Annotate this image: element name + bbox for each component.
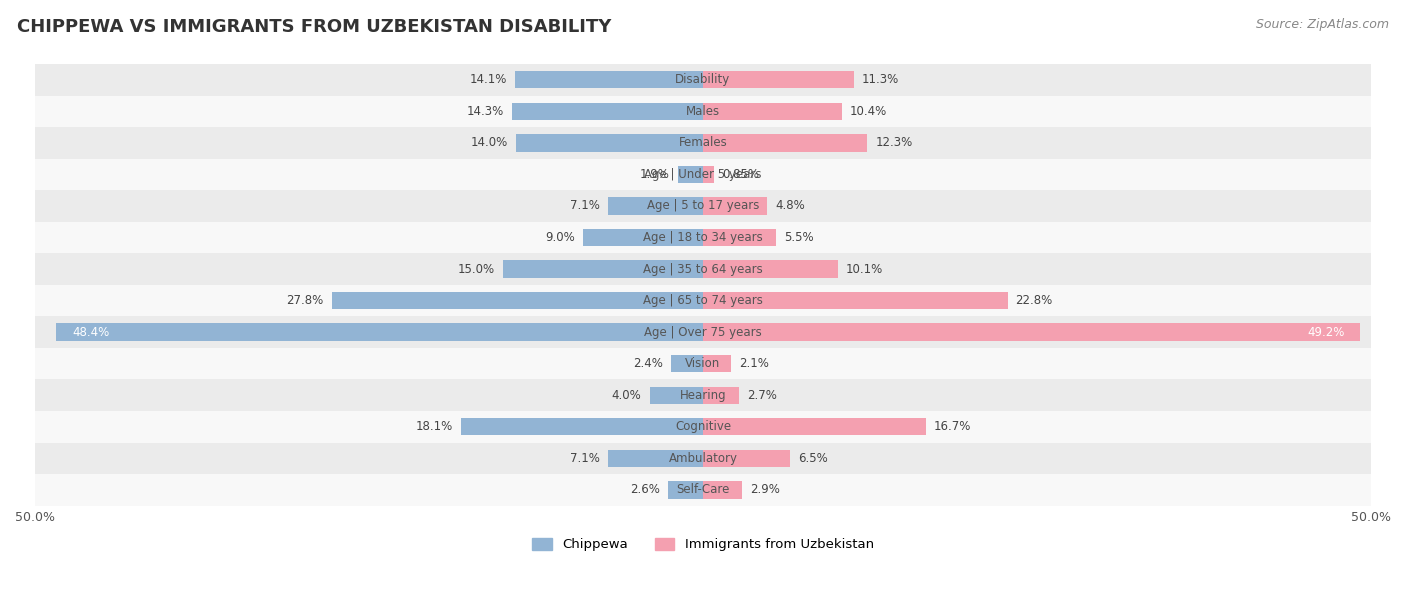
Legend: Chippewa, Immigrants from Uzbekistan: Chippewa, Immigrants from Uzbekistan <box>527 532 879 556</box>
Text: 0.85%: 0.85% <box>723 168 759 181</box>
Bar <box>671 355 703 372</box>
Text: 6.5%: 6.5% <box>797 452 828 465</box>
Text: 10.1%: 10.1% <box>846 263 883 275</box>
Bar <box>35 285 1371 316</box>
Bar <box>609 197 703 215</box>
Text: 5.5%: 5.5% <box>785 231 814 244</box>
Bar <box>703 323 1361 341</box>
Text: Age | 18 to 34 years: Age | 18 to 34 years <box>643 231 763 244</box>
Bar <box>461 418 703 435</box>
Bar <box>703 418 927 435</box>
Bar <box>703 197 768 215</box>
Bar <box>35 411 1371 442</box>
Bar <box>516 134 703 152</box>
Text: 2.9%: 2.9% <box>749 483 780 496</box>
Bar <box>515 71 703 88</box>
Bar <box>35 379 1371 411</box>
Text: Females: Females <box>679 136 727 149</box>
Text: 18.1%: 18.1% <box>416 420 453 433</box>
Text: Age | 5 to 17 years: Age | 5 to 17 years <box>647 200 759 212</box>
Bar <box>35 474 1371 506</box>
Bar <box>35 222 1371 253</box>
Text: 2.4%: 2.4% <box>633 357 662 370</box>
Bar <box>703 355 731 372</box>
Text: 7.1%: 7.1% <box>571 452 600 465</box>
Text: 14.0%: 14.0% <box>471 136 508 149</box>
Text: 7.1%: 7.1% <box>571 200 600 212</box>
Bar <box>332 292 703 309</box>
Bar <box>703 481 742 499</box>
Text: Disability: Disability <box>675 73 731 86</box>
Bar <box>35 442 1371 474</box>
Text: 14.1%: 14.1% <box>470 73 506 86</box>
Bar <box>678 166 703 183</box>
Text: 11.3%: 11.3% <box>862 73 900 86</box>
Bar <box>512 103 703 120</box>
Text: 48.4%: 48.4% <box>72 326 110 338</box>
Bar <box>35 190 1371 222</box>
Text: CHIPPEWA VS IMMIGRANTS FROM UZBEKISTAN DISABILITY: CHIPPEWA VS IMMIGRANTS FROM UZBEKISTAN D… <box>17 18 612 36</box>
Bar <box>703 292 1008 309</box>
Text: 16.7%: 16.7% <box>934 420 972 433</box>
Bar <box>703 166 714 183</box>
Text: 2.1%: 2.1% <box>740 357 769 370</box>
Bar <box>703 387 740 404</box>
Text: 22.8%: 22.8% <box>1015 294 1053 307</box>
Bar <box>35 64 1371 95</box>
Bar <box>703 450 790 467</box>
Bar <box>703 229 776 246</box>
Text: Males: Males <box>686 105 720 118</box>
Bar <box>582 229 703 246</box>
Text: 10.4%: 10.4% <box>851 105 887 118</box>
Bar <box>56 323 703 341</box>
Text: Ambulatory: Ambulatory <box>668 452 738 465</box>
Bar <box>35 348 1371 379</box>
Text: 4.8%: 4.8% <box>775 200 804 212</box>
Bar <box>703 134 868 152</box>
Text: 49.2%: 49.2% <box>1308 326 1344 338</box>
Text: Age | Under 5 years: Age | Under 5 years <box>644 168 762 181</box>
Text: 14.3%: 14.3% <box>467 105 503 118</box>
Text: 2.7%: 2.7% <box>747 389 778 401</box>
Bar <box>35 95 1371 127</box>
Text: 4.0%: 4.0% <box>612 389 641 401</box>
Bar <box>502 260 703 278</box>
Text: 1.9%: 1.9% <box>640 168 669 181</box>
Bar <box>703 260 838 278</box>
Bar <box>35 159 1371 190</box>
Text: Self-Care: Self-Care <box>676 483 730 496</box>
Text: 2.6%: 2.6% <box>630 483 661 496</box>
Bar <box>609 450 703 467</box>
Text: Vision: Vision <box>685 357 721 370</box>
Text: 12.3%: 12.3% <box>876 136 912 149</box>
Bar <box>703 103 842 120</box>
Bar <box>650 387 703 404</box>
Text: Age | 35 to 64 years: Age | 35 to 64 years <box>643 263 763 275</box>
Bar <box>668 481 703 499</box>
Text: 9.0%: 9.0% <box>546 231 575 244</box>
Bar <box>703 71 853 88</box>
Text: 27.8%: 27.8% <box>287 294 323 307</box>
Text: Source: ZipAtlas.com: Source: ZipAtlas.com <box>1256 18 1389 31</box>
Text: Age | Over 75 years: Age | Over 75 years <box>644 326 762 338</box>
Text: Age | 65 to 74 years: Age | 65 to 74 years <box>643 294 763 307</box>
Text: 15.0%: 15.0% <box>457 263 495 275</box>
Bar <box>35 316 1371 348</box>
Bar <box>35 253 1371 285</box>
Text: Hearing: Hearing <box>679 389 727 401</box>
Bar <box>35 127 1371 159</box>
Text: Cognitive: Cognitive <box>675 420 731 433</box>
